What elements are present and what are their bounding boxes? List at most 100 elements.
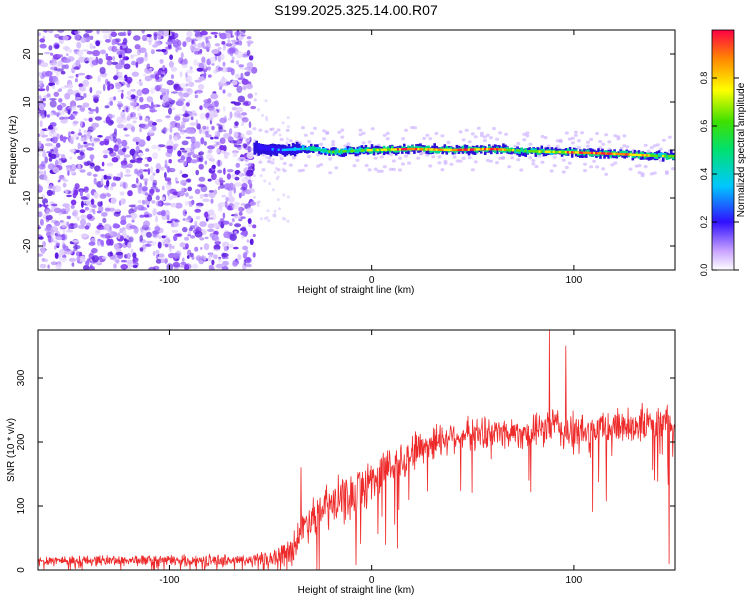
noise-dot — [240, 186, 247, 191]
noise-dot — [244, 67, 252, 71]
band-cell-core — [663, 154, 667, 158]
noise-dot — [161, 235, 166, 239]
band-halo — [379, 155, 384, 159]
noise-dot — [155, 188, 160, 193]
band-halo — [470, 168, 475, 172]
noise-dot — [123, 63, 131, 70]
band-cell-core — [429, 148, 432, 151]
noise-dot — [105, 186, 109, 191]
noise-dot — [40, 247, 46, 254]
band-halo — [604, 133, 609, 137]
band-halo — [534, 165, 539, 169]
noise-dot — [139, 115, 143, 121]
noise-dot — [187, 234, 192, 237]
band-cell-core — [500, 148, 503, 151]
noise-dot — [174, 115, 181, 121]
noise-dot — [85, 260, 90, 266]
band-halo — [516, 141, 521, 146]
noise-dot — [223, 82, 230, 87]
band-halo — [261, 153, 266, 157]
noise-dot — [141, 199, 146, 205]
noise-dot — [141, 123, 149, 130]
noise-dot — [38, 71, 42, 77]
noise-dot — [125, 169, 131, 174]
noise-dot — [281, 121, 285, 125]
band-cell-outer — [490, 146, 493, 155]
noise-dot — [277, 207, 281, 211]
noise-dot — [233, 131, 239, 139]
band-cell-core — [322, 149, 325, 152]
noise-dot — [181, 150, 188, 153]
band-halo — [546, 144, 551, 148]
noise-dot — [227, 117, 231, 121]
band-cell-core — [655, 154, 659, 157]
noise-dot — [170, 222, 175, 228]
band-cell-core — [459, 148, 463, 151]
band-halo — [525, 134, 530, 138]
noise-dot — [41, 134, 49, 138]
noise-dot — [103, 154, 108, 159]
band-cell-outer — [370, 144, 374, 153]
noise-dot — [78, 128, 82, 134]
noise-dot — [161, 185, 165, 191]
noise-dot — [132, 257, 139, 263]
noise-dot — [144, 179, 148, 186]
noise-dot — [125, 56, 129, 60]
noise-dot — [252, 195, 256, 199]
noise-dot — [166, 139, 174, 147]
band-cell-core — [324, 149, 327, 153]
noise-dot — [188, 81, 195, 88]
noise-dot — [190, 159, 198, 164]
noise-dot — [91, 59, 99, 66]
noise-dot — [132, 252, 137, 259]
noise-dot — [193, 141, 201, 149]
snr-frame — [37, 329, 676, 571]
noise-dot — [228, 128, 233, 135]
noise-dot — [198, 163, 204, 170]
noise-dot — [137, 105, 141, 112]
noise-dot — [135, 177, 139, 184]
noise-dot — [207, 216, 210, 220]
band-halo — [625, 145, 630, 149]
band-halo — [425, 153, 430, 157]
noise-dot — [217, 47, 222, 50]
band-halo — [583, 169, 587, 173]
band-halo — [440, 168, 445, 172]
colorbar-tick-label: 0.0 — [699, 264, 709, 277]
band-halo — [540, 160, 545, 164]
noise-dot — [234, 111, 241, 117]
band-cell-core — [285, 148, 289, 151]
noise-dot — [111, 45, 118, 53]
band-halo — [404, 128, 408, 132]
noise-dot — [282, 193, 286, 197]
noise-dot — [109, 120, 115, 125]
noise-dot — [54, 236, 63, 241]
band-halo — [419, 152, 424, 156]
noise-dot — [158, 252, 165, 260]
band-cell-core — [667, 154, 671, 158]
band-cell-core — [403, 148, 406, 151]
noise-dot — [100, 234, 106, 238]
band-cell-core — [380, 148, 384, 151]
noise-dot — [122, 31, 127, 37]
band-cell-outer — [407, 147, 410, 155]
noise-dot — [92, 208, 96, 215]
noise-dot — [106, 193, 112, 198]
noise-dot — [175, 180, 180, 184]
noise-dot — [78, 72, 86, 76]
noise-dot — [100, 178, 104, 186]
band-halo — [279, 137, 284, 142]
noise-dot — [146, 63, 151, 70]
noise-dot — [68, 131, 71, 138]
noise-dot — [246, 239, 249, 243]
noise-dot — [102, 84, 106, 92]
noise-dot — [199, 112, 206, 120]
noise-dot — [123, 154, 131, 158]
noise-dot — [54, 245, 57, 250]
noise-dot — [70, 204, 75, 209]
noise-dot — [240, 145, 244, 149]
band-cell-core — [435, 148, 438, 151]
noise-dot — [189, 66, 193, 70]
band-cell-core — [320, 149, 323, 152]
noise-dot — [64, 64, 69, 70]
